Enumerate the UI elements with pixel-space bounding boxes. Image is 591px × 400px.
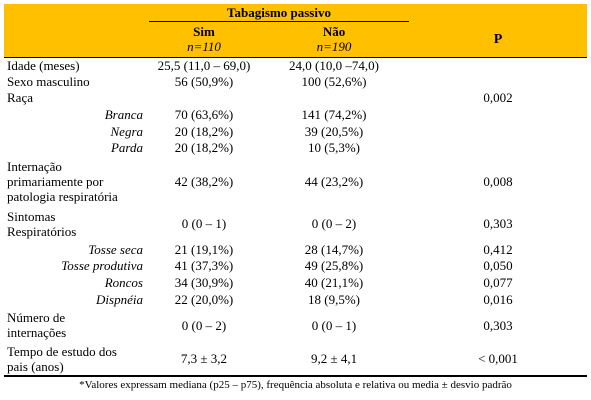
value-sim: 7,3 ± 3,2 [149,342,259,377]
value-p: 0,050 [483,258,513,274]
value-sim [149,89,259,106]
value-nao: 141 (74,2%) [301,106,367,122]
col-sim-n: n=110 [187,39,221,55]
value-p [409,123,587,140]
table-row: Tosse seca 21 (19,1%) 28 (14,7%) 0,412 [4,241,587,257]
table-row: Idade (meses) 25,5 (11,0 – 69,0) 24,0 (10,… [4,57,587,73]
value-p: 0,303 [483,216,513,232]
value-p: 0,077 [483,275,513,291]
value-sim: 41 (37,3%) [174,258,234,274]
row-label: Branca [104,106,143,122]
row-label: Internação primariamente por patologia res… [4,156,149,207]
col-sim-title: Sim [193,24,215,40]
value-nao: 28 (14,7%) [304,241,364,257]
value-p [409,140,587,156]
value-p: 0,412 [483,241,513,257]
data-table: Tabagismo passivo Sim n=110 Não n=190 P … [4,4,588,377]
row-label-line: Sintomas [7,208,56,224]
value-nao: 24,0 (10,0 –74,0) [289,57,379,73]
value-sim: 22 (20,0%) [174,291,234,307]
header-row-1: Tabagismo passivo [4,4,588,23]
value-p: 0,008 [483,173,513,189]
value-sim: 56 (50,9%) [174,73,234,89]
row-label: Tosse produtiva [61,258,143,274]
value-p: 0,002 [483,90,513,106]
value-nao: 0 (0 – 1) [311,317,357,333]
row-label-line: Número de [7,310,66,326]
table-row: Tosse produtiva 41 (37,3%) 49 (25,8%) 0,050 [4,257,587,274]
row-label: Roncos [104,275,143,291]
row-label-line: internações [7,325,67,341]
row-label: Idade (meses) [7,57,80,73]
row-label: Número de internações [4,308,149,342]
value-p: < 0,001 [409,342,588,377]
row-label-line: Internação [7,158,62,174]
header-empty-cell [4,21,149,58]
row-label: Dispnéia [96,291,143,307]
value-nao: 49 (25,8%) [304,258,364,274]
value-nao: 10 (5,3%) [308,140,360,156]
value-p [409,73,587,89]
col-nao-n: n=190 [316,39,352,55]
value-nao: 39 (20,5%) [304,123,364,139]
table-row: Número de internações 0 (0 – 2) 0 (0 – 1) 0,… [4,308,587,342]
row-label-line: pais (anos) [7,358,64,374]
table-row: Roncos 34 (30,9%) 40 (21,1%) 0,077 [4,275,587,291]
table-row: Raça 0,002 [4,89,587,106]
col-p-header: P [409,21,588,58]
value-sim: 0 (0 – 2) [181,317,227,333]
value-sim: 20 (18,2%) [174,140,234,156]
value-sim: 42 (38,2%) [174,173,234,189]
table-row: Negra 20 (18,2%) 39 (20,5%) [4,123,587,140]
col-nao-title: Não [322,24,346,40]
value-sim: 70 (63,6%) [174,106,234,122]
value-nao: 40 (21,1%) [304,275,364,291]
header-empty-cell [4,4,149,22]
row-label-line: primariamente por [7,173,104,189]
value-sim: 0 (0 – 1) [181,216,227,232]
value-nao [259,89,409,106]
value-nao: 18 (9,5%) [308,291,360,307]
table-row: Branca 70 (63,6%) 141 (74,2%) [4,106,587,122]
row-label-line: patologia respiratória [7,188,118,204]
value-nao: 100 (52,6%) [301,73,367,89]
footnote: *Valores expressam mediana (p25 – p75), … [79,379,512,391]
row-label: Negra [110,123,144,139]
table-row: Tempo de estudo dos pais (anos) 7,3 ± 3,2 9… [4,342,588,377]
value-nao: 9,2 ± 4,1 [259,342,410,377]
row-label: Parda [110,140,143,156]
value-p [409,106,587,122]
value-sim: 20 (18,2%) [174,123,234,139]
value-sim: 21 (19,1%) [174,241,234,257]
row-label: Sexo masculino [7,73,90,89]
table-row: Parda 20 (18,2%) 10 (5,3%) [4,140,587,156]
value-sim: 25,5 (11,0 – 69,0) [157,57,251,73]
row-label: Sintomas Respiratórios [4,207,149,241]
header-empty-cell [409,4,588,22]
row-label: Tosse seca [88,241,143,257]
table-body: Idade (meses) 25,5 (11,0 – 69,0) 24,0 (10,… [4,57,588,377]
header-row-2: Sim n=110 Não n=190 P [4,21,588,58]
value-nao: 0 (0 – 2) [311,216,357,232]
value-nao: 44 (23,2%) [304,173,364,189]
group-title: Tabagismo passivo [149,4,410,23]
value-p: 0,303 [483,317,513,333]
row-label: Raça [7,90,33,106]
row-label-line: Respiratórios [7,223,77,239]
value-p: 0,016 [483,291,513,307]
col-nao-header: Não n=190 [259,21,410,58]
row-label-line: Tempo de estudo dos [7,343,117,359]
value-sim: 34 (30,9%) [174,275,234,291]
col-sim-header: Sim n=110 [149,21,259,58]
table-row: Dispnéia 22 (20,0%) 18 (9,5%) 0,016 [4,291,587,308]
value-p [409,57,587,73]
row-label: Tempo de estudo dos pais (anos) [4,342,149,377]
table-row: Sexo masculino 56 (50,9%) 100 (52,6%) [4,73,587,89]
table-row: Internação primariamente por patologia res… [4,156,587,207]
table-row: Sintomas Respiratórios 0 (0 – 1) 0 (0 – 2) 0… [4,207,587,241]
